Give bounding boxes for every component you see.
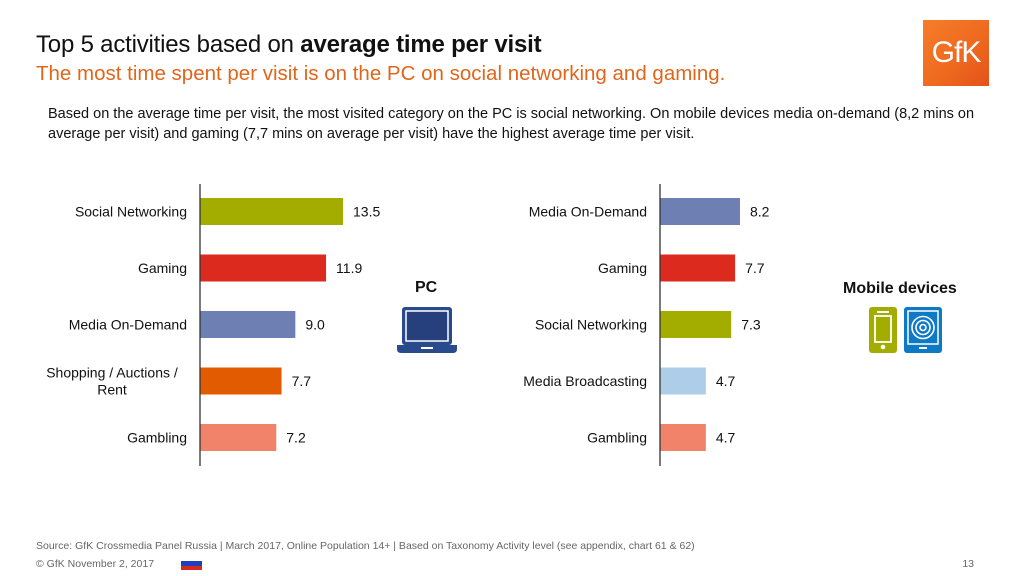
description-text: Based on the average time per visit, the… bbox=[48, 106, 975, 142]
category-label: Social Networking bbox=[75, 204, 187, 220]
pc-bar-chart: 13.5 Social Networking 11.9 Gaming 9.0 Media … bbox=[46, 184, 380, 466]
page-number: 13 bbox=[962, 558, 974, 570]
gfk-logo: GfK bbox=[923, 20, 989, 86]
bar bbox=[660, 198, 740, 225]
bar bbox=[200, 198, 343, 225]
category-label-line: Rent bbox=[97, 382, 127, 398]
bar bbox=[660, 254, 736, 282]
smartphone-icon bbox=[869, 307, 897, 353]
page-title: Top 5 activities based on average time p… bbox=[36, 31, 542, 59]
data-label: 7.7 bbox=[745, 260, 765, 276]
laptop-icon bbox=[397, 307, 457, 353]
category-label-line: Shopping / Auctions / bbox=[46, 365, 178, 381]
bar bbox=[200, 254, 327, 282]
title-plain: Top 5 activities based on bbox=[36, 31, 301, 58]
category-label: Gaming bbox=[138, 260, 187, 276]
category-label-line: Social Networking bbox=[75, 204, 187, 220]
data-label: 8.2 bbox=[750, 204, 770, 220]
category-label-line: Gaming bbox=[138, 260, 187, 276]
page-subtitle: The most time spent per visit is on the … bbox=[36, 62, 726, 85]
bar bbox=[200, 311, 296, 338]
category-label-line: Media Broadcasting bbox=[523, 373, 647, 389]
tablet-icon bbox=[904, 307, 942, 353]
data-label: 7.2 bbox=[286, 430, 306, 446]
data-label: 4.7 bbox=[716, 373, 736, 389]
category-label-line: Media On-Demand bbox=[69, 317, 187, 333]
category-label: Gambling bbox=[587, 430, 647, 446]
data-label: 9.0 bbox=[305, 317, 325, 333]
category-label: Media Broadcasting bbox=[523, 373, 647, 389]
bar bbox=[660, 367, 706, 395]
data-label: 7.7 bbox=[292, 373, 312, 389]
data-label: 11.9 bbox=[336, 260, 362, 276]
category-label-line: Gaming bbox=[598, 260, 647, 276]
source-note: Source: GfK Crossmedia Panel Russia | Ma… bbox=[36, 540, 695, 552]
data-label: 4.7 bbox=[716, 430, 736, 446]
flag-stripe-blue bbox=[181, 561, 202, 566]
data-label: 7.3 bbox=[741, 317, 761, 333]
pc-label: PC bbox=[415, 279, 438, 296]
bar bbox=[660, 311, 732, 338]
bar bbox=[200, 424, 277, 451]
category-label-line: Gambling bbox=[127, 430, 187, 446]
mobile-bar-chart: 8.2 Media On-Demand 7.7 Gaming 7.3 Social Net… bbox=[523, 184, 770, 466]
flag-stripe-white bbox=[181, 557, 202, 562]
category-label-line: Media On-Demand bbox=[529, 204, 647, 220]
bar bbox=[200, 367, 282, 395]
category-label-line: Social Networking bbox=[535, 317, 647, 333]
category-label: Media On-Demand bbox=[529, 204, 647, 220]
copyright-text: © GfK November 2, 2017 bbox=[36, 558, 155, 570]
category-label: Gaming bbox=[598, 260, 647, 276]
logo-text: GfK bbox=[931, 36, 982, 69]
data-label: 13.5 bbox=[353, 204, 380, 220]
category-label: Media On-Demand bbox=[69, 317, 187, 333]
title-bold: average time per visit bbox=[300, 31, 542, 58]
russia-flag-icon bbox=[181, 557, 202, 570]
mobile-devices-label: Mobile devices bbox=[843, 280, 957, 297]
category-label: Gambling bbox=[127, 430, 187, 446]
category-label-line: Gambling bbox=[587, 430, 647, 446]
category-label: Shopping / Auctions / Rent bbox=[46, 365, 178, 398]
flag-stripe-red bbox=[181, 565, 202, 570]
bar bbox=[660, 424, 706, 451]
category-label: Social Networking bbox=[535, 317, 647, 333]
